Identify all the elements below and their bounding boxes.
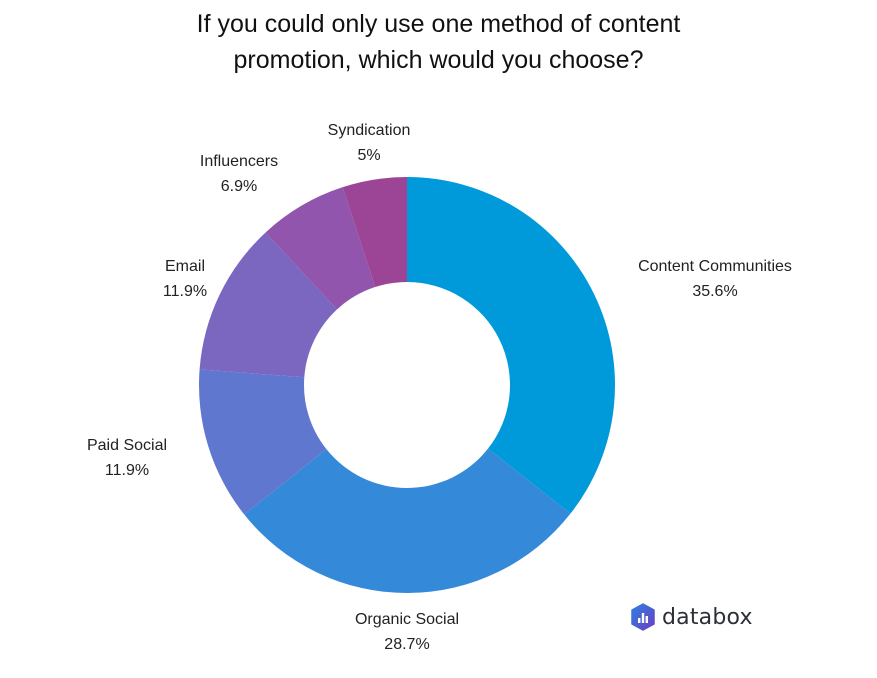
slice-label-value: 6.9% [220,178,258,195]
donut-slice-organic-social [244,448,571,593]
slice-label-paid-social: Paid Social 11.9% [87,433,167,483]
slice-label-syndication: Syndication 5% [328,118,411,168]
slice-label-name: Influencers [199,153,279,170]
donut-slice-content-communities [407,177,615,514]
donut-slice-influencers [265,187,376,310]
slice-label-value: 11.9% [162,283,208,300]
slice-label-value: 5% [357,147,381,164]
chart-title: If you could only use one method of cont… [0,6,877,78]
slice-label-value: 35.6% [692,283,738,300]
slice-label-influencers: Influencers 6.9% [200,149,278,199]
donut-slice-paid-social [198,369,327,515]
slice-label-content-communities: Content Communities 35.6% [638,254,792,304]
slice-label-name: Syndication [327,122,411,139]
slice-label-name: Content Communities [638,258,792,275]
donut-slice-syndication [342,177,407,288]
slice-label-value: 11.9% [104,462,150,479]
slice-label-name: Email [164,258,205,275]
slice-label-name: Paid Social [86,437,168,454]
slice-label-value: 28.7% [384,636,430,653]
slice-label-organic-social: Organic Social 28.7% [355,607,459,657]
brand-name: databox [662,604,753,630]
chart-title-line-2: promotion, which would you choose? [233,46,644,74]
databox-logo: databox [630,603,753,631]
slice-label-name: Organic Social [354,611,460,628]
slice-label-email: Email 11.9% [163,254,207,304]
chart-title-line-1: If you could only use one method of cont… [196,10,681,38]
donut-slice-email [199,232,337,378]
databox-hexagon-icon [631,603,655,631]
